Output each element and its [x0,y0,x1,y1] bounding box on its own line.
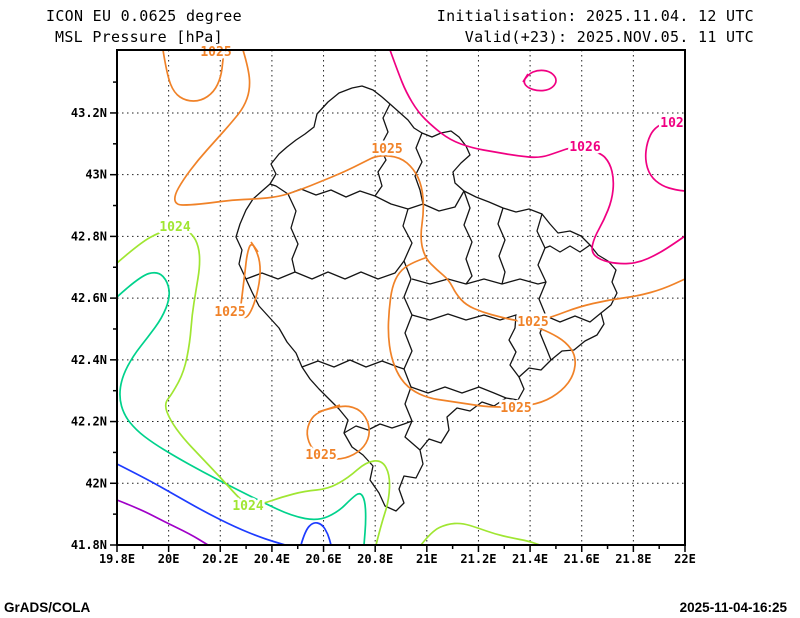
contour-1025-line [387,257,577,408]
pressure-contours [116,49,686,546]
municipality-border [414,132,424,205]
municipality-border [411,313,547,321]
axis-labels: 19.8E 20E 20.2E 20.4E 20.6E 20.8E 21E 21.2E 21.4… [71,106,696,566]
parameter-title: MSL Pressure [hPa] [55,28,223,46]
x-tick-label: 20.2E [202,552,238,566]
initialisation-time: Initialisation: 2025.11.04. 12 UTC [436,7,754,25]
contour-1025-line [306,404,371,460]
municipality-border [536,213,552,361]
y-tick-label: 42.8N [71,229,107,243]
x-tick-label: 20E [158,552,180,566]
x-tick-label: 21E [416,552,438,566]
plot-frame [116,49,686,546]
municipality-border [343,420,413,434]
contour-label-1024: 1024 [232,499,263,514]
y-tick-label: 42.4N [71,353,107,367]
contour-1025-line [162,49,225,102]
municipality-border [497,207,506,285]
x-tick-label: 19.8E [99,552,135,566]
contour-1026-line [644,119,686,192]
contour-labels: 1024 1024 1025 1025 1025 1025 1025 1025 1026 102 [157,43,686,517]
x-tick-label: 21.6E [564,552,600,566]
municipality-border [508,314,520,378]
y-tick-label: 42N [85,476,107,490]
contour-1023-line [116,271,367,546]
x-tick-label: 20.6E [305,552,341,566]
country-border [235,85,618,512]
y-tick-label: 43N [85,168,107,182]
contour-1024-line [116,227,391,546]
contour-label-1026: 1026 [569,140,600,155]
x-tick-label: 21.4E [512,552,548,566]
municipality-border [287,193,299,273]
contour-label-1025: 1025 [500,401,531,416]
municipality-border [411,278,547,285]
municipality-border [402,208,421,451]
municipality-border [544,244,591,253]
y-tick-label: 41.8N [71,538,107,552]
x-tick-label: 20.4E [254,552,290,566]
contour-1021-line [116,499,209,546]
x-tick-label: 22E [674,552,696,566]
contour-1022-line [300,521,332,546]
municipality-border [545,312,602,323]
contour-1025-line [173,49,686,323]
municipality-border [374,190,465,212]
x-tick-label: 20.8E [357,552,393,566]
contour-label-1025: 1025 [214,305,245,320]
contour-1022-line [116,463,286,546]
municipality-border [374,103,391,197]
generator-credit: GrADS/COLA [4,600,91,615]
municipality-border [245,260,405,280]
valid-time: Valid(+23): 2025.NOV.05. 11 UTC [464,28,754,46]
contour-label-1025: 1025 [517,315,548,330]
y-tick-label: 42.2N [71,415,107,429]
contour-label-1025: 1025 [371,142,402,157]
x-tick-label: 21.2E [460,552,496,566]
contour-label-1026: 102 [660,116,683,131]
municipality-border [463,190,473,285]
y-tick-label: 43.2N [71,106,107,120]
y-tick-label: 42.6N [71,291,107,305]
municipality-border [301,359,405,370]
model-title: ICON EU 0.0625 degree [46,7,242,25]
municipality-border [410,386,507,399]
contour-1026-line [522,69,557,92]
contour-1024-line [420,522,541,546]
contour-label-1024: 1024 [159,220,190,235]
creation-timestamp: 2025-11-04-16:25 [679,600,787,615]
x-tick-label: 21.8E [615,552,651,566]
contour-label-1025: 1025 [200,45,231,60]
contour-1025-line [239,241,261,319]
contour-1026-line [389,49,686,265]
municipality-border [269,183,376,198]
contour-label-1025: 1025 [305,448,336,463]
map-borders [235,85,618,512]
